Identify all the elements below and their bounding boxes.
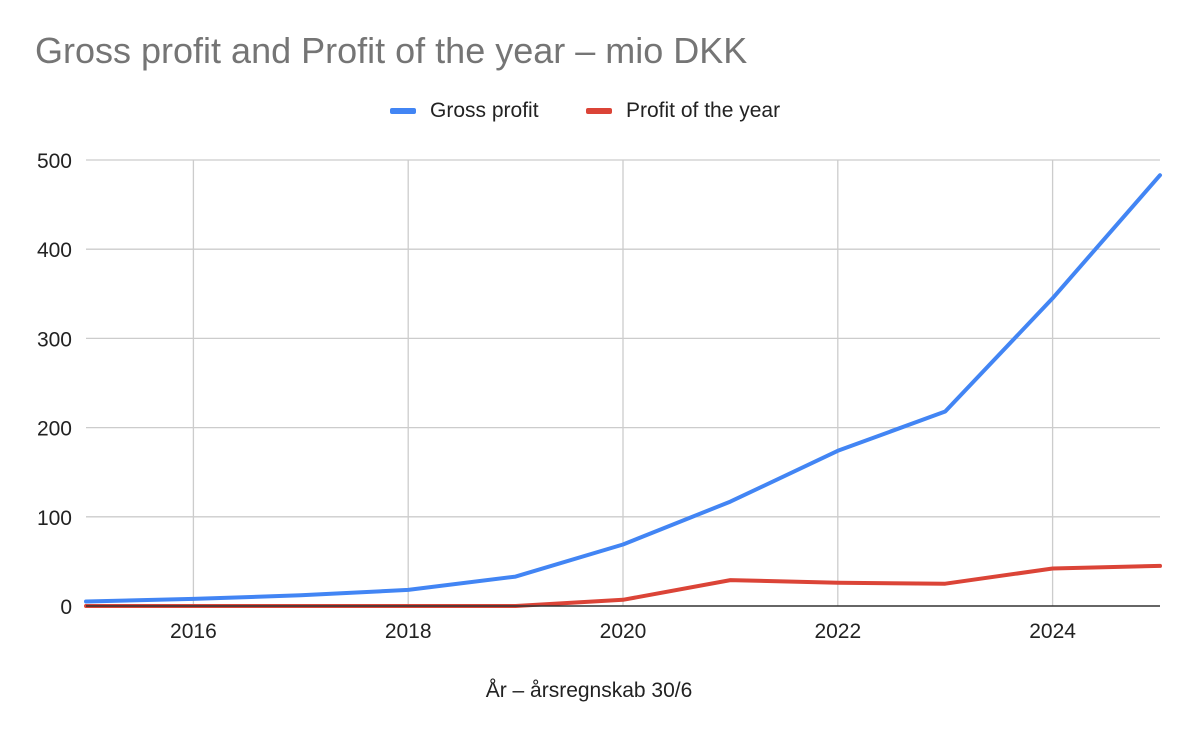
legend-swatch-gross-profit: [390, 108, 416, 114]
data-point-gross-profit-2017: [299, 593, 303, 597]
legend-item-gross-profit[interactable]: Gross profit: [390, 96, 539, 126]
data-point-gross-profit-2024: [1051, 296, 1055, 300]
data-point-profit-of-the-year-2022: [836, 581, 840, 585]
y-tick-label-0: 0: [60, 596, 72, 619]
data-point-profit-of-the-year-2021: [728, 578, 732, 582]
y-tick-label-300: 300: [37, 328, 72, 351]
x-tick-label-2022: 2022: [814, 620, 861, 643]
data-point-profit-of-the-year-2025: [1158, 564, 1162, 568]
y-tick-label-500: 500: [37, 150, 72, 173]
data-point-gross-profit-2025: [1158, 173, 1162, 177]
x-axis-title: År – årsregnskab 30/6: [485, 679, 693, 702]
x-tick-label-2018: 2018: [385, 620, 432, 643]
y-tick-label-100: 100: [37, 507, 72, 530]
data-point-gross-profit-2020: [621, 542, 625, 546]
legend: Gross profit Profit of the year: [0, 96, 1178, 126]
data-point-profit-of-the-year-2024: [1051, 567, 1055, 571]
y-tick-label-400: 400: [37, 239, 72, 262]
series-line-gross-profit: [84, 173, 1162, 604]
legend-swatch-profit-of-the-year: [586, 108, 612, 114]
x-tick-label-2024: 2024: [1029, 620, 1076, 643]
x-tick-label-2020: 2020: [600, 620, 647, 643]
data-point-gross-profit-2022: [836, 449, 840, 453]
data-point-gross-profit-2021: [728, 500, 732, 504]
data-point-gross-profit-2018: [406, 588, 410, 592]
legend-label-profit-of-the-year: Profit of the year: [626, 99, 781, 122]
y-tick-label-200: 200: [37, 418, 72, 441]
chart-title: Gross profit and Profit of the year – mi…: [35, 30, 748, 71]
legend-label-gross-profit: Gross profit: [430, 99, 539, 122]
x-tick-label-2016: 2016: [170, 620, 217, 643]
data-point-profit-of-the-year-2023: [943, 582, 947, 586]
data-point-gross-profit-2016: [191, 597, 195, 601]
data-point-profit-of-the-year-2020: [621, 598, 625, 602]
data-point-gross-profit-2023: [943, 410, 947, 414]
data-point-gross-profit-2019: [514, 575, 518, 579]
legend-item-profit-of-the-year[interactable]: Profit of the year: [586, 96, 780, 126]
data-point-gross-profit-2015: [84, 600, 88, 604]
